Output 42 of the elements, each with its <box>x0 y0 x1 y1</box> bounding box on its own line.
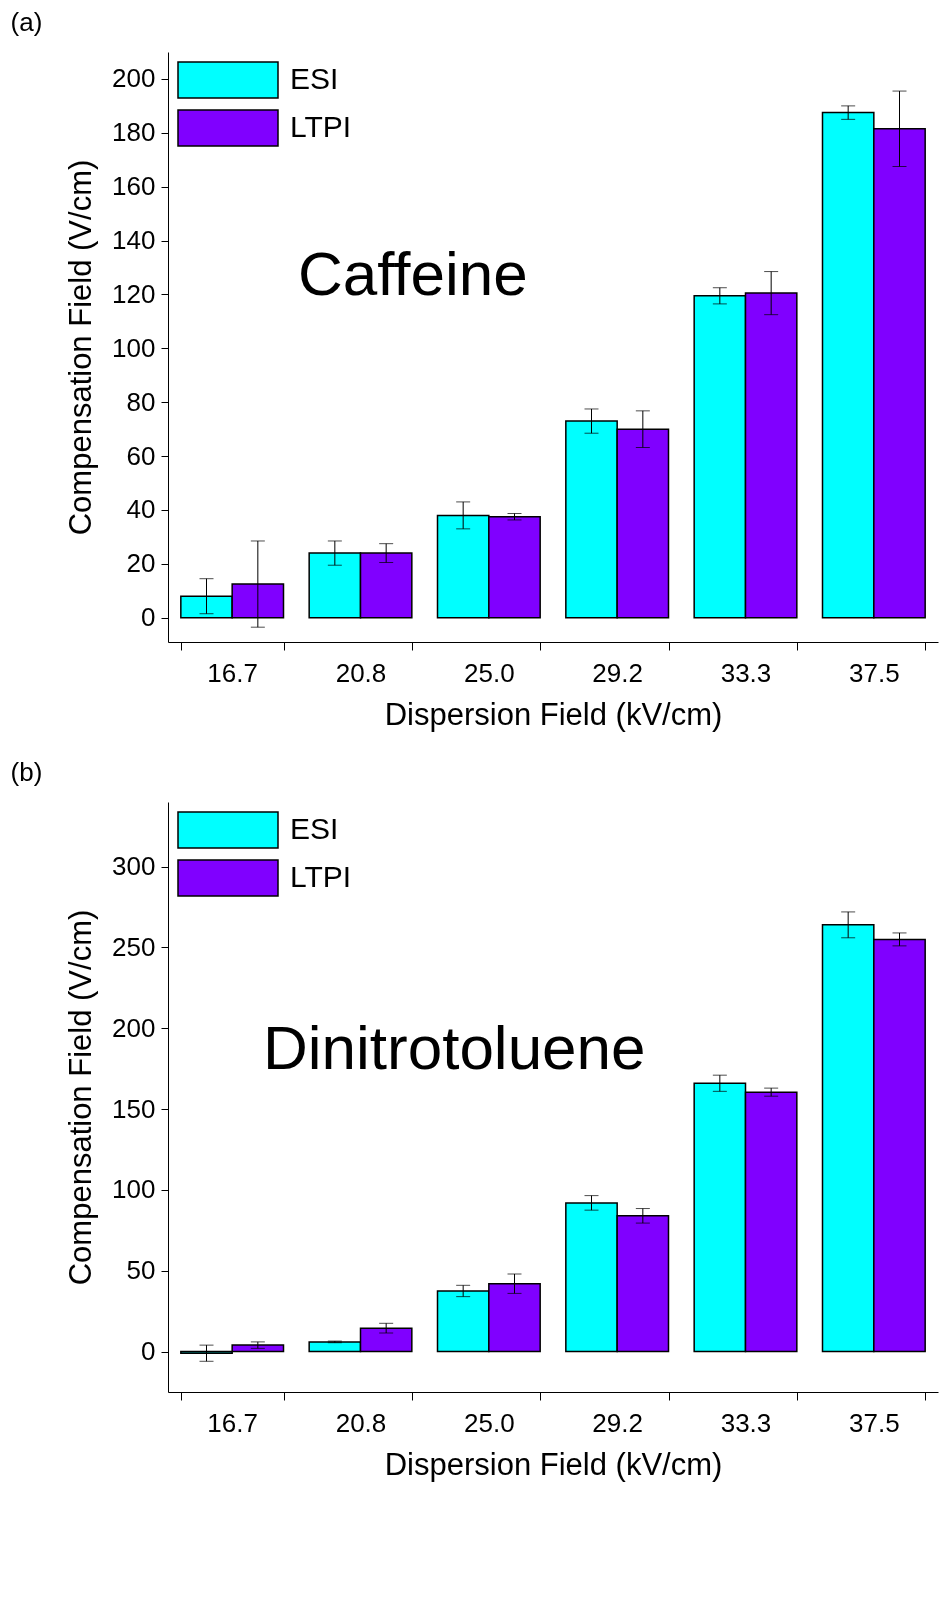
chart-title: (b) <box>10 757 43 787</box>
x-tick-label: 37.5 <box>849 1407 900 1438</box>
annotation: Caffeine <box>298 239 528 309</box>
y-tick-label: 80 <box>126 386 156 417</box>
y-tick-label: 300 <box>112 851 156 882</box>
y-tick-label: 60 <box>126 440 156 471</box>
y-tick-label: 120 <box>112 278 156 309</box>
x-tick-label: 33.3 <box>720 657 772 688</box>
y-tick-label: 200 <box>112 63 156 94</box>
y-tick-label: 200 <box>112 1012 156 1043</box>
y-tick-label: 100 <box>112 1174 156 1205</box>
legend-label: LTPI <box>290 860 352 893</box>
x-tick-label: 16.7 <box>207 657 258 688</box>
y-tick-label: 50 <box>126 1255 156 1286</box>
y-tick-label: 140 <box>112 225 156 256</box>
x-tick-label: 37.5 <box>849 657 900 688</box>
x-axis-title: Dispersion Field (kV/cm) <box>384 696 723 732</box>
legend-label: ESI <box>290 62 339 95</box>
y-tick-label: 0 <box>141 1336 156 1367</box>
y-tick-label: 40 <box>126 494 156 525</box>
x-tick-label: 20.8 <box>335 657 387 688</box>
x-tick-label: 29.2 <box>592 1407 643 1438</box>
y-axis-title: Compensation Field (V/cm) <box>63 909 99 1286</box>
y-tick-label: 250 <box>112 931 156 962</box>
legend-label: ESI <box>290 812 339 845</box>
x-tick-label: 16.7 <box>207 1407 258 1438</box>
annotation: Dinitrotoluene <box>263 1012 646 1082</box>
y-tick-label: 20 <box>126 548 156 579</box>
chart-title: (a) <box>10 7 43 37</box>
x-axis-title: Dispersion Field (kV/cm) <box>384 1446 723 1482</box>
y-tick-label: 0 <box>141 602 156 633</box>
x-tick-label: 20.8 <box>335 1407 387 1438</box>
x-tick-label: 29.2 <box>592 657 643 688</box>
y-tick-label: 180 <box>112 117 156 148</box>
y-tick-label: 150 <box>112 1093 156 1124</box>
y-tick-label: 160 <box>112 171 156 202</box>
legend-label: LTPI <box>290 110 352 143</box>
x-tick-label: 33.3 <box>720 1407 772 1438</box>
x-tick-label: 25.0 <box>464 657 515 688</box>
y-axis-title: Compensation Field (V/cm) <box>63 159 99 536</box>
y-tick-label: 100 <box>112 332 156 363</box>
x-tick-label: 25.0 <box>464 1407 515 1438</box>
